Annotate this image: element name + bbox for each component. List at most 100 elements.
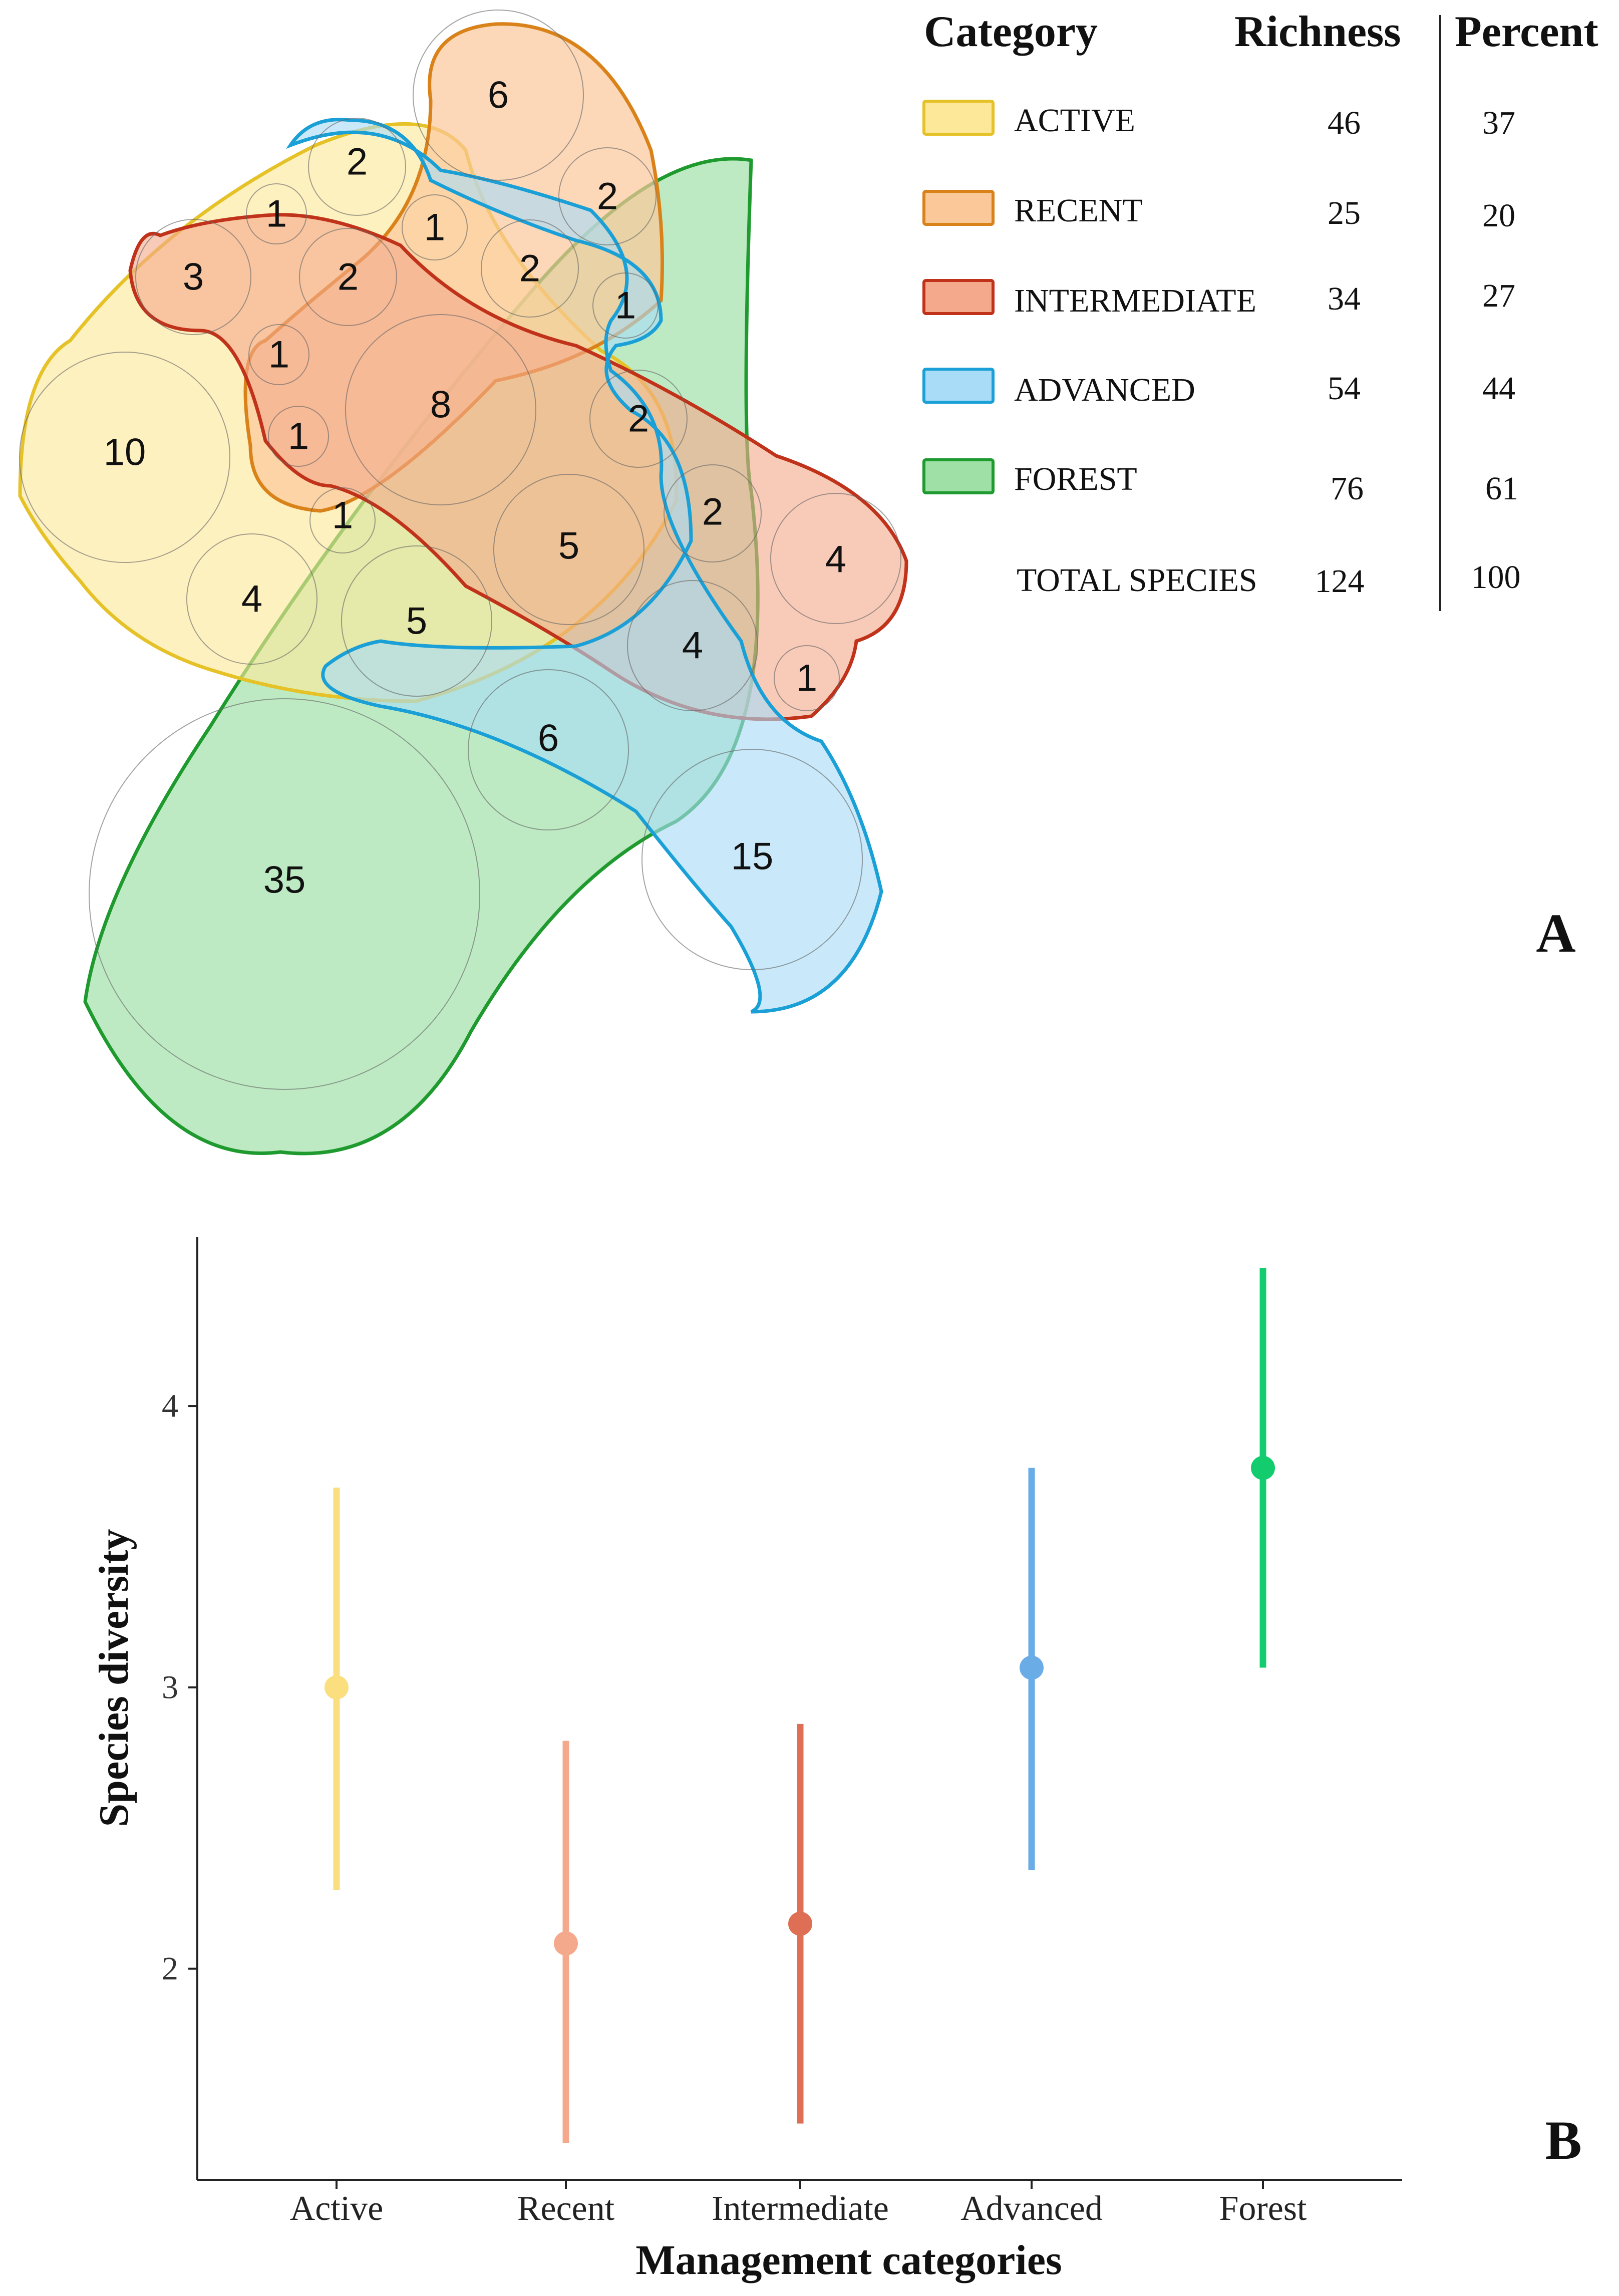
y-tick-label: 2 xyxy=(162,1950,178,1987)
venn-region-circle xyxy=(468,669,629,830)
venn-region-count: 5 xyxy=(558,525,579,567)
venn-region-circle xyxy=(592,272,659,339)
venn-region-circle xyxy=(641,749,863,970)
venn-region-circle xyxy=(627,580,758,711)
venn-region-count: 15 xyxy=(731,835,774,878)
venn-region-circle xyxy=(402,194,468,260)
venn-region-circle xyxy=(413,10,584,181)
venn-region-count: 3 xyxy=(183,256,204,299)
venn-region-count: 1 xyxy=(796,657,817,700)
pointrange-intermediate xyxy=(788,1724,812,2124)
venn-region-circle xyxy=(308,118,406,216)
venn-region-circle xyxy=(186,533,317,665)
venn-region-circles xyxy=(19,10,901,1090)
venn-set-intermediate xyxy=(128,213,908,721)
legend-percent-total: 100 xyxy=(1471,559,1521,596)
venn-region-circle xyxy=(345,314,536,505)
legend-percent-advanced: 44 xyxy=(1482,370,1515,407)
venn-region-count: 1 xyxy=(288,415,309,458)
x-tick-label: Active xyxy=(290,2189,384,2228)
venn-region-count: 8 xyxy=(430,384,451,426)
venn-region-circle xyxy=(135,219,251,335)
y-tick-label: 3 xyxy=(162,1669,178,1705)
venn-region-count: 6 xyxy=(538,717,559,760)
legend-richness-forest: 76 xyxy=(1331,470,1364,507)
venn-region-circle xyxy=(774,645,840,711)
legend-richness-active: 46 xyxy=(1328,105,1361,141)
legend-percent-active: 37 xyxy=(1482,105,1515,141)
venn-region-circle xyxy=(19,352,230,563)
legend-label-intermediate: INTERMEDIATE xyxy=(1014,282,1256,319)
venn-region-circle xyxy=(664,464,762,562)
diversity-pointrange-chart: 2 3 4 Active Recent Intermediate Advanced Fore… xyxy=(91,1237,1402,2283)
x-tick-label: Recent xyxy=(517,2189,615,2228)
category-legend-table: Category Richness Percent ACTIVE 46 37 R… xyxy=(922,8,1598,611)
venn-region-circle xyxy=(558,147,657,245)
legend-row-recent: RECENT 25 20 xyxy=(922,190,1515,234)
pointrange-recent xyxy=(554,1741,578,2143)
venn-diagram: 6 2 1 2 1 3 2 2 1 1 8 1 10 2 1 5 2 4 4 5… xyxy=(18,10,908,1156)
mean-point xyxy=(788,1911,812,1936)
venn-region-count: 6 xyxy=(488,74,509,117)
venn-region-count: 2 xyxy=(347,141,368,183)
pointrange-active xyxy=(325,1487,349,1890)
venn-region-count: 4 xyxy=(825,538,846,581)
venn-region-circle xyxy=(589,370,688,468)
venn-region-circle xyxy=(481,219,579,318)
legend-swatch-recent xyxy=(922,190,995,226)
legend-swatch-advanced xyxy=(922,368,995,404)
pointrange-forest xyxy=(1251,1268,1275,1668)
venn-region-count: 2 xyxy=(597,175,618,218)
legend-richness-intermediate: 34 xyxy=(1328,280,1361,317)
mean-point xyxy=(554,1931,578,1956)
legend-label-recent: RECENT xyxy=(1014,192,1143,229)
legend-row-total: TOTAL SPECIES 124 100 xyxy=(1017,559,1521,600)
legend-swatch-intermediate xyxy=(922,279,995,315)
venn-region-count: 4 xyxy=(682,625,703,667)
x-tick-label: Intermediate xyxy=(712,2189,889,2228)
venn-region-circle xyxy=(89,698,480,1090)
venn-region-count: 1 xyxy=(332,494,353,537)
legend-label-forest: FOREST xyxy=(1014,461,1137,497)
mean-point xyxy=(325,1675,349,1699)
venn-region-circle xyxy=(248,324,309,385)
mean-point xyxy=(1251,1456,1275,1480)
legend-row-advanced: ADVANCED 54 44 xyxy=(922,368,1515,408)
legend-header-richness: Richness xyxy=(1234,8,1401,56)
venn-region-circle xyxy=(341,545,492,697)
venn-region-count: 1 xyxy=(615,284,636,327)
venn-region-count: 1 xyxy=(424,206,445,249)
x-ticks: Active Recent Intermediate Advanced Forest xyxy=(290,2180,1307,2228)
venn-region-count: 5 xyxy=(406,600,427,643)
venn-region-circle xyxy=(493,474,644,625)
y-ticks: 2 3 4 xyxy=(162,1388,197,1987)
venn-region-count: 1 xyxy=(266,193,287,235)
x-tick-label: Forest xyxy=(1219,2189,1308,2228)
y-tick-label: 4 xyxy=(162,1388,178,1424)
pointrange-series xyxy=(325,1268,1275,2143)
legend-richness-total: 124 xyxy=(1315,563,1365,600)
venn-region-count: 2 xyxy=(702,491,723,533)
venn-region-circle xyxy=(309,487,376,553)
mean-point xyxy=(1020,1655,1044,1680)
venn-region-count: 1 xyxy=(268,334,289,376)
venn-region-circle xyxy=(299,228,397,326)
pointrange-advanced xyxy=(1020,1468,1044,1871)
legend-richness-recent: 25 xyxy=(1328,195,1361,231)
y-axis-label: Species diversity xyxy=(91,1529,137,1827)
venn-region-circle xyxy=(246,183,307,244)
venn-region-circle xyxy=(770,493,901,624)
venn-region-count: 35 xyxy=(263,859,306,902)
legend-percent-forest: 61 xyxy=(1485,470,1518,507)
panel-letter-b: B xyxy=(1545,2110,1581,2171)
venn-region-count: 2 xyxy=(519,247,540,290)
venn-region-count: 4 xyxy=(241,578,262,621)
legend-swatch-active xyxy=(922,100,995,136)
legend-row-intermediate: INTERMEDIATE 34 27 xyxy=(922,277,1515,319)
legend-row-forest: FOREST 76 61 xyxy=(922,458,1518,507)
legend-header-percent: Percent xyxy=(1455,8,1598,56)
venn-region-count: 2 xyxy=(338,256,359,299)
panel-letter-a: A xyxy=(1536,903,1575,964)
venn-set-advanced xyxy=(285,118,883,1014)
